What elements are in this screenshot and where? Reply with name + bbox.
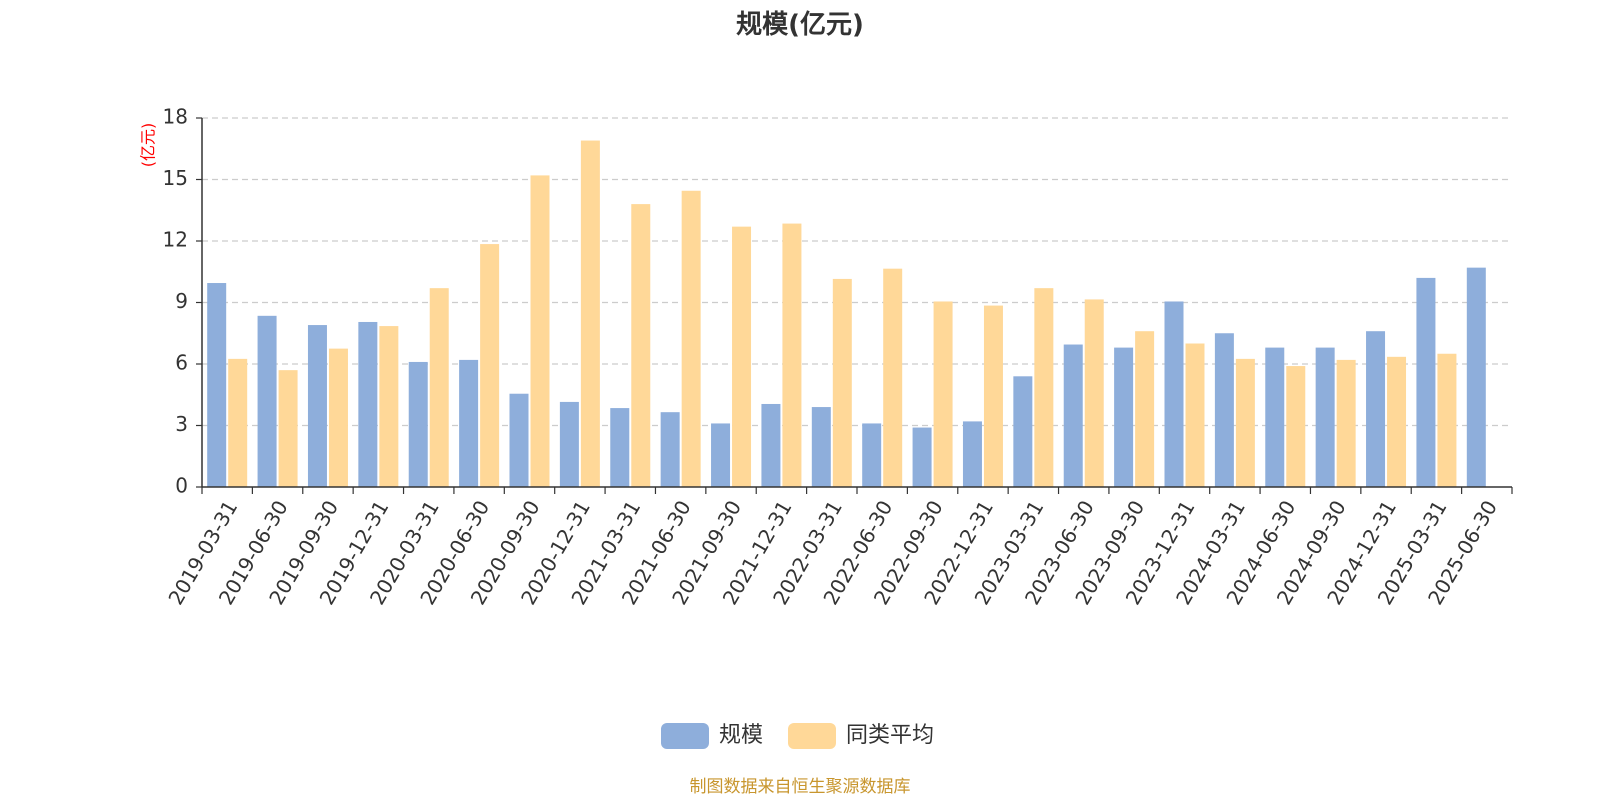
- bar-scale: [962, 421, 982, 487]
- bar-peer-average: [1185, 343, 1205, 487]
- bar-scale: [1063, 344, 1083, 487]
- bar-scale: [1466, 267, 1486, 487]
- bar-peer-average: [933, 301, 953, 487]
- bar-scale: [509, 393, 529, 487]
- source-note: 制图数据来自恒生聚源数据库: [690, 777, 911, 797]
- bar-scale: [1114, 347, 1134, 487]
- bar-peer-average: [1084, 299, 1104, 487]
- chart-title: 规模(亿元): [736, 10, 864, 40]
- bars: [207, 140, 1486, 488]
- bar-peer-average: [278, 370, 298, 487]
- bar-scale: [559, 401, 579, 487]
- bar-scale: [358, 321, 378, 487]
- bar-scale: [1214, 333, 1234, 487]
- bar-peer-average: [983, 305, 1003, 487]
- bar-peer-average: [480, 244, 500, 487]
- y-axis-unit-label: (亿元): [139, 123, 158, 168]
- bar-scale: [307, 325, 327, 487]
- bar-peer-average: [631, 204, 651, 487]
- bar-scale: [862, 423, 882, 487]
- bar-peer-average: [681, 190, 701, 487]
- bar-peer-average: [530, 175, 550, 487]
- bar-peer-average: [1387, 356, 1407, 487]
- y-tick-label: 12: [163, 228, 188, 252]
- bar-scale: [459, 359, 479, 487]
- bar-scale: [1315, 347, 1335, 487]
- bar-peer-average: [1286, 366, 1306, 487]
- bar-scale: [660, 412, 680, 487]
- legend-label: 规模: [719, 723, 763, 748]
- bar-scale: [1366, 331, 1386, 487]
- bar-peer-average: [379, 326, 399, 487]
- bar-peer-average: [228, 358, 248, 487]
- legend-swatch: [661, 723, 709, 749]
- y-tick-label: 9: [175, 289, 188, 313]
- bar-peer-average: [883, 268, 903, 487]
- y-tick-label: 15: [163, 166, 188, 190]
- bar-peer-average: [1336, 359, 1356, 487]
- bar-scale: [811, 407, 831, 487]
- bar-scale: [1164, 301, 1184, 487]
- bar-peer-average: [1135, 331, 1155, 487]
- bar-scale: [711, 423, 731, 487]
- bar-scale: [761, 403, 781, 487]
- legend-swatch: [788, 723, 836, 749]
- bar-peer-average: [580, 140, 600, 488]
- bar-scale: [610, 408, 630, 487]
- bar-peer-average: [832, 278, 852, 487]
- bar-scale: [408, 361, 428, 487]
- legend: 规模 同类平均: [661, 723, 934, 749]
- bar-scale: [1265, 347, 1285, 487]
- grid-lines: [202, 117, 1512, 427]
- bar-scale: [1416, 277, 1436, 487]
- bar-peer-average: [732, 226, 752, 487]
- x-axis-ticks: 2019-03-312019-06-302019-09-302019-12-31…: [163, 487, 1513, 609]
- bar-peer-average: [1235, 358, 1255, 487]
- y-tick-label: 3: [175, 412, 188, 436]
- bar-peer-average: [1034, 288, 1054, 487]
- bar-peer-average: [1437, 353, 1457, 487]
- y-tick-label: 18: [163, 105, 188, 129]
- legend-label: 同类平均: [846, 723, 934, 748]
- bar-scale: [207, 283, 227, 487]
- bar-scale: [1013, 376, 1033, 487]
- y-tick-label: 0: [175, 474, 188, 498]
- bar-scale: [912, 427, 932, 487]
- bar-peer-average: [782, 223, 802, 487]
- y-axis-ticks: 0 3 6 9 12 15 18: [163, 105, 202, 498]
- y-tick-label: 6: [175, 351, 188, 375]
- bar-peer-average: [328, 348, 348, 487]
- bar-peer-average: [429, 288, 449, 487]
- bar-scale: [257, 315, 277, 487]
